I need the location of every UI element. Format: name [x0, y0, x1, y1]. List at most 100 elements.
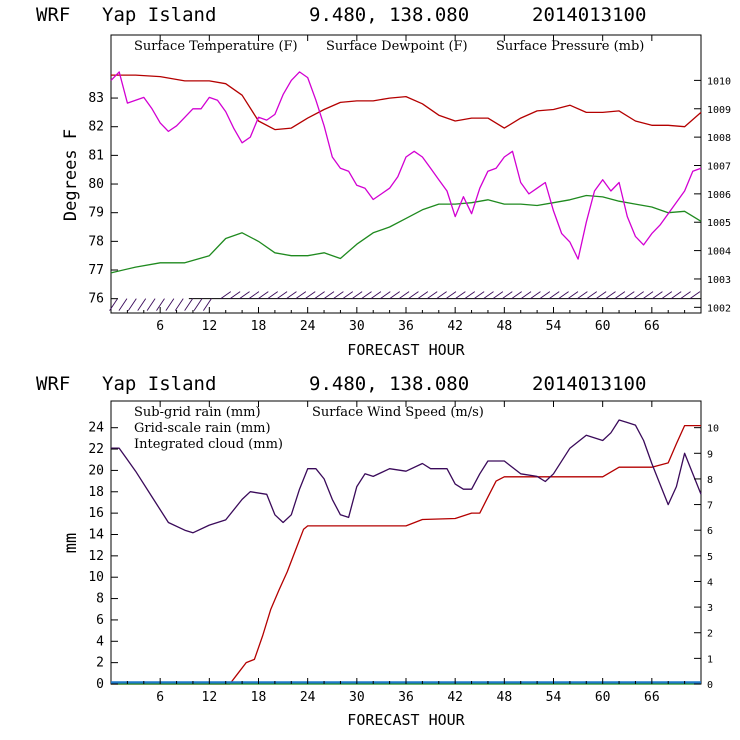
top-series-layer	[110, 71, 702, 274]
wind-barb	[193, 298, 203, 311]
top-y2tick-label: 1009	[707, 105, 731, 116]
bottom-legend: Sub-grid rain (mm) Grid-scale rain (mm) …	[134, 405, 484, 452]
legend-wind-speed: Surface Wind Speed (m/s)	[312, 405, 484, 420]
bottom-ytick-label: 2	[96, 656, 104, 671]
bottom-ytick-label: 8	[96, 592, 104, 607]
bottom-ytick-label: 16	[88, 506, 104, 521]
bottom-y2tick-label: 2	[707, 629, 713, 640]
bottom-ytick-label: 20	[88, 463, 104, 478]
top-ytick-label: 82	[88, 120, 104, 135]
bottom-xtick-label: 66	[644, 690, 660, 705]
bottom-y2tick-label: 1	[707, 654, 713, 665]
wind-barb	[239, 291, 250, 300]
bottom-xtick-label: 6	[156, 690, 164, 705]
wind-barb	[220, 291, 232, 300]
top-y2tick-label: 1004	[707, 247, 731, 258]
wind-barb	[137, 298, 147, 311]
bottom-ytick-label: 24	[88, 421, 104, 436]
bottom-xtick-label: 24	[300, 690, 316, 705]
top-xtick-label: 42	[447, 319, 463, 334]
top-xtick-label: 54	[546, 319, 562, 334]
wind-barb	[511, 291, 522, 300]
top-y2-axis: 1002 1003 1004 1005 1006 1007 1008 1009 1010	[694, 76, 731, 314]
top-y2tick-label: 1005	[707, 218, 731, 229]
wind-barb	[436, 291, 447, 300]
bottom-xtick-label: 42	[447, 690, 463, 705]
bottom-xtick-label: 54	[546, 690, 562, 705]
wind-barbs	[109, 291, 701, 311]
wind-barb	[680, 291, 691, 300]
wind-barb	[361, 291, 372, 300]
bottom-y2tick-label: 7	[707, 501, 713, 512]
top-ytick-label: 76	[88, 292, 104, 307]
wind-barb	[165, 298, 175, 311]
bottom-xtick-label: 60	[595, 690, 611, 705]
bottom-y2tick-label: 0	[707, 680, 713, 691]
wind-barb	[370, 291, 382, 300]
wind-barb	[539, 291, 551, 300]
bottom-x-axis: 6 12 18 24 30 36 42 48 54 60 66	[126, 401, 686, 705]
wind-barb	[323, 291, 335, 300]
top-xtick-label: 60	[595, 319, 611, 334]
bottom-series-line-1	[111, 424, 701, 685]
top-y2tick-label: 1006	[707, 190, 731, 201]
wind-barb	[295, 291, 307, 300]
wind-barb	[455, 291, 466, 300]
legend-dewpoint: Surface Dewpoint (F)	[326, 39, 468, 54]
bottom-xtick-label: 12	[202, 690, 218, 705]
top-series-line-3	[110, 71, 702, 260]
wind-barb	[595, 291, 607, 300]
top-xtick-label: 66	[644, 319, 660, 334]
bottom-xtick-label: 30	[349, 690, 365, 705]
top-ytick-label: 79	[88, 206, 104, 221]
top-series-line-1	[111, 74, 702, 131]
wind-barb	[483, 291, 494, 300]
wind-barb	[492, 291, 504, 300]
legend-temperature: Surface Temperature (F)	[134, 39, 298, 54]
wind-barb	[652, 291, 663, 300]
bottom-ytick-label: 18	[88, 485, 104, 500]
wind-barb	[267, 291, 278, 300]
wind-barb	[389, 291, 400, 300]
wind-barb	[689, 291, 701, 300]
wind-barb	[380, 291, 391, 300]
bottom-ytick-label: 6	[96, 613, 104, 628]
legend-integrated-cloud: Integrated cloud (mm)	[134, 437, 283, 452]
top-header-init: 2014013100	[532, 4, 646, 26]
wind-barb	[558, 291, 569, 300]
wind-barb	[276, 291, 288, 300]
wind-barb	[426, 291, 438, 300]
wind-barb	[184, 298, 194, 311]
wind-barb	[548, 291, 560, 300]
legend-subgrid-rain: Sub-grid rain (mm)	[134, 405, 261, 420]
top-header-model: WRF	[36, 4, 70, 26]
wind-barb	[661, 291, 673, 300]
top-x-axis: 6 12 18 24 30 36 42 48 54 60 66	[126, 35, 686, 334]
wind-barb	[464, 291, 476, 300]
top-header-location: Yap Island	[102, 4, 216, 26]
wind-barb	[398, 291, 410, 300]
wind-barb	[304, 291, 316, 300]
top-xtick-label: 18	[251, 319, 267, 334]
wind-barb	[286, 291, 297, 300]
bottom-series-line-4	[111, 419, 702, 534]
wind-barb	[417, 291, 429, 300]
bottom-ytick-label: 22	[88, 442, 104, 457]
top-x-axis-label: FORECAST HOUR	[347, 341, 465, 359]
bottom-y2tick-label: 10	[707, 424, 719, 435]
wind-barb	[314, 291, 325, 300]
top-y2tick-label: 1010	[707, 76, 731, 87]
top-series-line-2	[110, 194, 702, 274]
wind-barb	[577, 291, 588, 300]
legend-pressure: Surface Pressure (mb)	[496, 39, 644, 54]
bottom-y2-axis: 0 1 2 3 4 5 6 7 8 9 10	[694, 424, 719, 691]
top-y2tick-label: 1008	[707, 133, 731, 144]
top-y2tick-label: 1007	[707, 161, 731, 172]
wind-barb	[473, 291, 485, 300]
top-y-axis: 76 77 78 79 80 81 82 83	[88, 91, 118, 307]
wind-barb	[670, 291, 682, 300]
bottom-ytick-label: 4	[96, 634, 104, 649]
wind-barb	[520, 291, 532, 300]
